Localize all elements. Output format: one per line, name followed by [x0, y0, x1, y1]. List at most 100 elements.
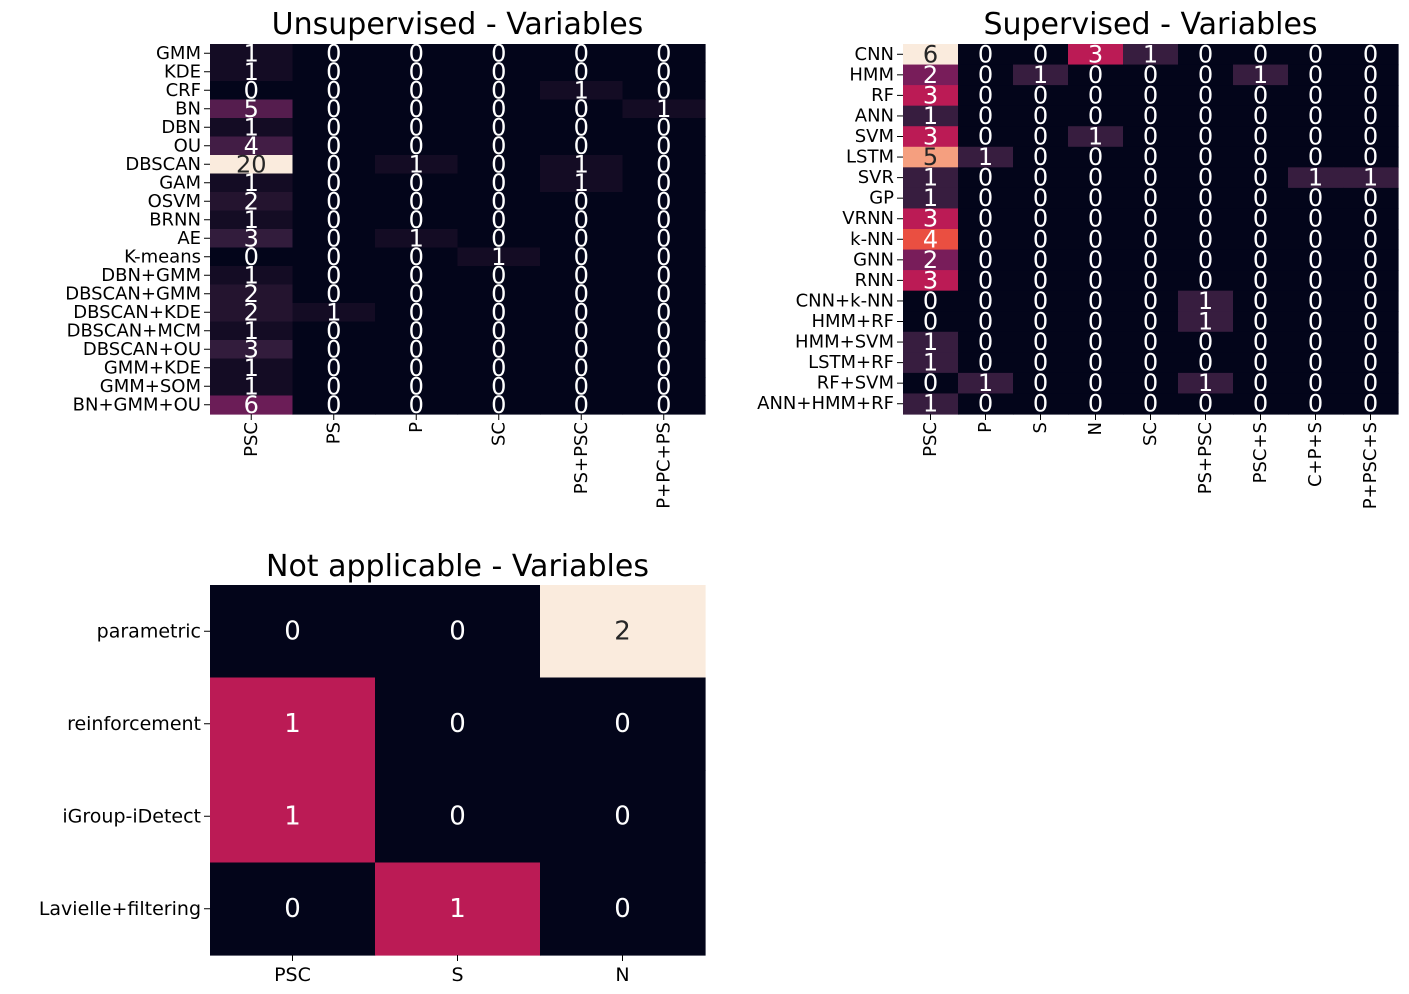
heatmap-cell	[210, 81, 294, 101]
row-label: CNN+k-NN	[796, 290, 894, 311]
cell-value: 0	[574, 39, 589, 67]
heatmap-cell	[1233, 270, 1289, 292]
row-label: OU	[174, 135, 201, 156]
cell-value: 0	[1363, 123, 1378, 151]
cell-value: 0	[1253, 390, 1268, 418]
heatmap-cell	[292, 44, 376, 64]
heatmap-cell	[622, 44, 706, 64]
heatmap-cell	[540, 303, 624, 323]
cell-value: 0	[244, 243, 259, 271]
col-label: N	[1085, 422, 1106, 435]
heatmap-cell	[1123, 352, 1179, 374]
heatmap-cell	[1013, 229, 1069, 251]
unsupervised-heatmap: Unsupervised - Variables 1 0 0 0 0 01 0 0 0 0 00 0 0…	[65, 7, 706, 509]
heatmap-cell	[1288, 249, 1344, 271]
heatmap-cell	[375, 585, 541, 679]
cell-value: 0	[326, 39, 341, 67]
cell-value: 0	[978, 225, 993, 253]
col-label: P+PSC+S	[1360, 422, 1381, 509]
cell-value: 0	[1198, 349, 1213, 377]
heatmap-cell	[1068, 372, 1124, 395]
heatmap-cell	[1123, 167, 1179, 189]
cell-value: 0	[1088, 246, 1103, 274]
cell-value: 0	[409, 261, 424, 289]
heatmap-cell	[457, 340, 541, 360]
cell-value: 0	[1198, 328, 1213, 356]
heatmap-cell	[540, 585, 706, 679]
heatmap-cell	[622, 173, 706, 193]
cell-value: 1	[574, 169, 589, 197]
heatmap-cell	[540, 677, 706, 771]
cell-value: 0	[1033, 81, 1048, 109]
row-label: RF+SVM	[817, 373, 894, 394]
heatmap-cell	[210, 192, 294, 212]
heatmap-cell	[375, 862, 541, 956]
heatmap-cell	[1013, 187, 1069, 210]
heatmap-cell	[540, 62, 624, 82]
heatmap-cell	[210, 303, 294, 323]
heatmap-cell	[540, 321, 624, 341]
heatmap-cell	[903, 393, 959, 415]
col-label: PS+PSC	[571, 422, 592, 494]
heatmap-cell	[1123, 331, 1179, 353]
heatmap-cell	[622, 118, 706, 138]
cell-value: 0	[1363, 225, 1378, 253]
cell-value: 0	[923, 308, 938, 336]
cell-value: 0	[491, 372, 506, 400]
row-label: HMM	[849, 64, 894, 85]
cell-value: 0	[1033, 308, 1048, 336]
col-label: SC	[1140, 422, 1161, 446]
cell-value: 1	[1198, 308, 1213, 336]
heatmap-cell	[375, 266, 459, 286]
cell-value: 0	[491, 354, 506, 382]
heatmap-cell	[375, 210, 459, 230]
cell-value: 0	[1143, 308, 1158, 336]
cell-value: 0	[1143, 205, 1158, 233]
heatmap-cell	[540, 192, 624, 212]
cell-value: 0	[1088, 328, 1103, 356]
cell-value: 0	[1143, 61, 1158, 89]
cell-value: 0	[491, 58, 506, 86]
heatmap-cell	[1233, 208, 1289, 230]
cell-value: 6	[244, 391, 259, 419]
heatmap-cell	[1233, 64, 1289, 86]
cell-value: 0	[1363, 61, 1378, 89]
cell-value: 0	[1198, 102, 1213, 130]
cell-value: 0	[1253, 328, 1268, 356]
cell-value: 0	[656, 76, 671, 104]
cell-value: 0	[978, 81, 993, 109]
cell-value: 0	[574, 95, 589, 123]
heatmap-cell	[210, 862, 376, 956]
cell-value: 1	[409, 150, 424, 178]
cell-value: 0	[978, 287, 993, 315]
cell-value: 0	[1088, 369, 1103, 397]
cell-value: 0	[409, 372, 424, 400]
row-label: RNN	[855, 270, 894, 291]
cell-value: 1	[244, 317, 259, 345]
cell-value: 0	[1363, 102, 1378, 130]
heatmap-cell	[210, 266, 294, 286]
heatmap-cell	[1068, 311, 1124, 333]
heatmap-cell	[1068, 85, 1124, 107]
cell-value: 0	[574, 132, 589, 160]
heatmap-cell	[375, 247, 459, 267]
cell-value: 0	[491, 261, 506, 289]
cell-value: 0	[1253, 102, 1268, 130]
cell-value: 0	[978, 102, 993, 130]
cell-value: 0	[326, 187, 341, 215]
heatmap-cell	[540, 395, 624, 415]
cell-value: 0	[1033, 40, 1048, 68]
heatmap-cell	[292, 321, 376, 341]
heatmap-cell	[1288, 167, 1344, 189]
col-label: PS+PSC	[1195, 422, 1216, 494]
heatmap-cell	[1178, 290, 1234, 312]
heatmap-cell	[1288, 372, 1344, 395]
heatmap-cell	[540, 377, 624, 397]
cell-value: 0	[1033, 184, 1048, 212]
heatmap-cell	[1123, 146, 1179, 168]
cell-value: 0	[449, 801, 466, 831]
cell-value: 0	[978, 184, 993, 212]
cell-value: 0	[1308, 287, 1323, 315]
heatmap-cell	[903, 64, 959, 86]
cell-value: 3	[923, 205, 938, 233]
